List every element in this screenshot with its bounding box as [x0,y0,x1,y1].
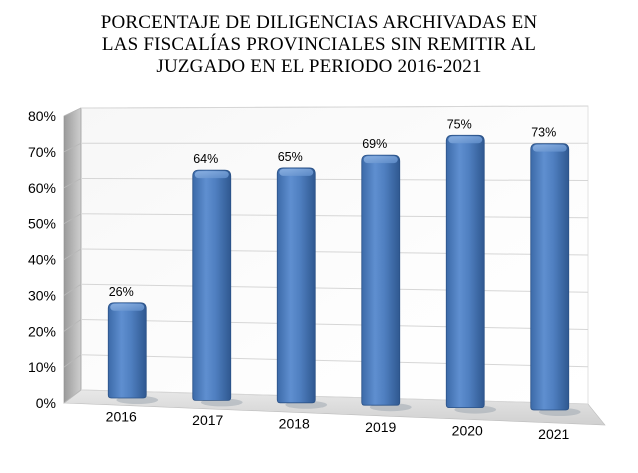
y-tick-label: 50% [28,216,56,232]
side-wall [63,107,82,404]
x-axis: 2016 2017 2018 2019 2020 2021 [106,408,570,442]
gridline [80,283,589,293]
y-tick-label: 0% [36,395,56,411]
data-label: 26% [109,285,134,299]
side-gridline [63,142,82,153]
x-tick-label: 2017 [192,412,223,428]
bar-top [110,303,145,311]
x-tick-label: 2020 [452,422,483,438]
data-label: 75% [447,117,472,131]
gridline [80,213,589,219]
gridlines [63,105,589,405]
bar-top [194,171,229,179]
bar [445,134,497,414]
data-label: 65% [278,150,303,164]
x-tick-label: 2019 [365,419,396,435]
bar-top [279,168,314,176]
y-tick-label: 10% [28,359,56,375]
gridline [80,354,589,368]
side-gridline [63,178,82,189]
side-gridline [63,107,82,117]
x-tick-label: 2016 [106,408,137,424]
data-label: 64% [193,152,218,166]
bar [192,169,243,407]
side-gridline [63,354,82,368]
side-gridline [63,213,82,224]
x-tick-label: 2021 [538,426,569,442]
gridline [80,319,589,330]
bar-body [445,134,485,408]
bar-body [530,143,570,411]
side-gridline [63,283,82,296]
back-wall [80,105,589,405]
bar-top [363,156,398,164]
data-label: 73% [531,126,556,140]
y-tick-label: 30% [28,287,56,303]
data-labels: 26% 64% 65% 69% 75% 73% [109,117,557,298]
bar [530,143,581,416]
gridline [80,178,589,181]
bar-top [532,144,567,152]
bar-body [107,302,147,399]
chart-title-line-1: PORCENTAJE DE DILIGENCIAS ARCHIVADAS EN [100,12,538,33]
bar [276,167,328,409]
gridline [80,389,589,405]
x-tick-label: 2018 [279,415,310,431]
side-gridline [63,319,82,332]
bar-body [361,154,401,406]
y-tick-label: 40% [28,252,56,268]
chart-title-line-2: LAS FISCALÍAS PROVINCIALES SIN REMITIR A… [101,34,537,55]
chart-title: PORCENTAJE DE DILIGENCIAS ARCHIVADAS EN … [0,12,638,78]
bar [361,154,412,412]
y-axis: 0% 10% 20% 30% 40% 50% 60% 70% 80% [28,108,56,411]
y-tick-label: 80% [28,108,56,124]
side-gridline [63,389,82,404]
y-tick-label: 20% [28,323,56,339]
gridline [80,105,589,109]
chart-title-line-3: JUZGADO EN EL PERIODO 2016-2021 [156,56,482,77]
data-label: 69% [362,137,387,151]
bar [107,302,159,404]
bar-body [276,167,316,404]
side-gridline [63,248,82,260]
gridline [80,248,589,256]
bars [107,134,581,416]
y-tick-label: 60% [28,180,56,196]
bar-body [192,169,232,401]
bar-top [448,136,483,144]
y-tick-label: 70% [28,144,56,160]
